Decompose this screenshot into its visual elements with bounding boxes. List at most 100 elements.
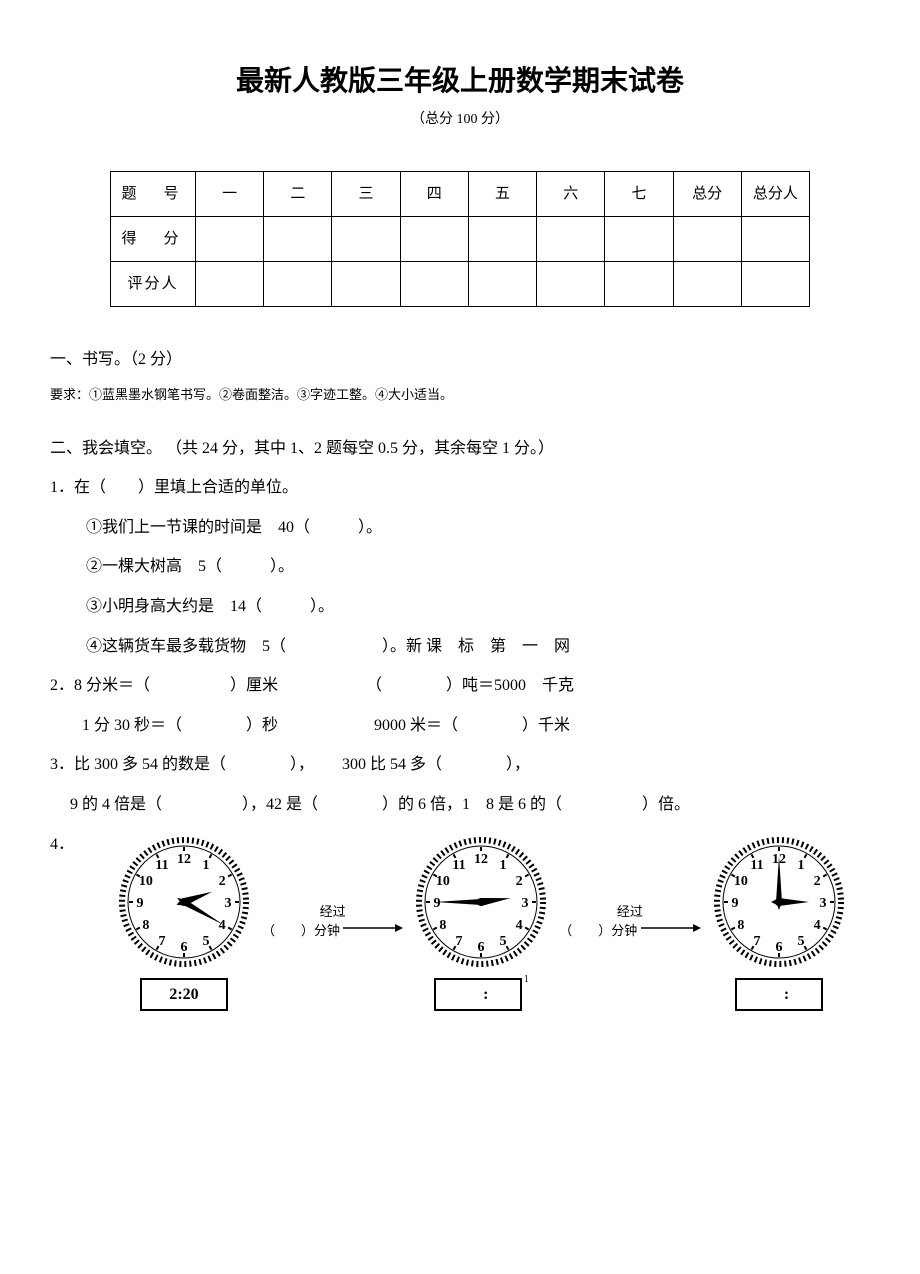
svg-text:1: 1 xyxy=(797,857,804,872)
time-box-1: 2:20 xyxy=(140,978,228,1012)
cell xyxy=(196,217,264,262)
cell xyxy=(468,262,536,307)
cell xyxy=(400,262,468,307)
col-head: 四 xyxy=(400,172,468,217)
svg-text:4: 4 xyxy=(516,918,523,933)
cell xyxy=(332,262,400,307)
table-row: 得 分 xyxy=(111,217,810,262)
svg-text:2: 2 xyxy=(516,874,523,889)
svg-text:8: 8 xyxy=(440,918,447,933)
page-number: 1 xyxy=(524,972,529,988)
svg-text:6: 6 xyxy=(478,940,485,955)
row-label: 得 分 xyxy=(111,217,196,262)
arrow-1-text: 经过 xyxy=(320,904,346,919)
q1-c: ③小明身高大约是 14（ ）。 xyxy=(86,594,870,620)
clocks-row: 123456789101112 2:20 经过 （ ）分钟 1234567891… xyxy=(114,832,849,1012)
svg-text:8: 8 xyxy=(142,918,149,933)
q3-b: 9 的 4 倍是（ ），42 是（ ）的 6 倍，1 8 是 6 的（ ）倍。 xyxy=(50,792,870,818)
q4-label: 4． xyxy=(50,832,74,858)
col-head: 总分 xyxy=(673,172,741,217)
cell xyxy=(264,217,332,262)
svg-text:4: 4 xyxy=(219,918,226,933)
cell xyxy=(468,217,536,262)
svg-text:1: 1 xyxy=(500,857,507,872)
svg-text:5: 5 xyxy=(203,934,210,949)
svg-text:5: 5 xyxy=(500,934,507,949)
q1-a: ①我们上一节课的时间是 40（ ）。 xyxy=(86,515,870,541)
score-table: 题 号 一 二 三 四 五 六 七 总分 总分人 得 分 评分人 xyxy=(110,171,810,307)
q2-a: 2．8 分米＝（ ）厘米 （ ）吨＝5000 千克 xyxy=(50,673,870,699)
cell xyxy=(537,262,605,307)
svg-text:9: 9 xyxy=(731,896,738,911)
arrow-2: 经过 （ ）分钟 xyxy=(559,903,700,940)
svg-text:7: 7 xyxy=(456,934,463,949)
clock-3: 123456789101112 : xyxy=(709,832,849,1012)
svg-text:8: 8 xyxy=(737,918,744,933)
svg-text:5: 5 xyxy=(797,934,804,949)
arrow-icon xyxy=(641,921,701,935)
cell xyxy=(332,217,400,262)
section-1-heading: 一、书写。（2 分） xyxy=(50,347,870,373)
svg-text:11: 11 xyxy=(453,857,466,872)
arrow-1: 经过 （ ）分钟 xyxy=(262,903,403,940)
cell xyxy=(264,262,332,307)
svg-text:3: 3 xyxy=(819,896,826,911)
q3-a: 3．比 300 多 54 的数是（ ）， 300 比 54 多（ ）， xyxy=(50,752,870,778)
svg-text:11: 11 xyxy=(750,857,763,872)
svg-text:6: 6 xyxy=(181,940,188,955)
col-head: 三 xyxy=(332,172,400,217)
svg-text:7: 7 xyxy=(753,934,760,949)
svg-text:10: 10 xyxy=(436,874,450,889)
cell xyxy=(605,217,673,262)
svg-text:1: 1 xyxy=(203,857,210,872)
q1-d: ④这辆货车最多载货物 5（ ）。新 课 标 第 一 网 xyxy=(86,634,870,660)
svg-text:12: 12 xyxy=(177,852,191,867)
cell xyxy=(196,262,264,307)
cell xyxy=(741,217,809,262)
col-head: 六 xyxy=(537,172,605,217)
svg-text:12: 12 xyxy=(474,852,488,867)
clock-icon: 123456789101112 xyxy=(709,832,849,972)
svg-text:6: 6 xyxy=(775,940,782,955)
svg-text:2: 2 xyxy=(219,874,226,889)
clock-icon: 123456789101112 xyxy=(411,832,551,972)
svg-text:3: 3 xyxy=(225,896,232,911)
col-head: 二 xyxy=(264,172,332,217)
arrow-2-text: 经过 xyxy=(617,904,643,919)
clock-1: 123456789101112 2:20 xyxy=(114,832,254,1012)
svg-text:9: 9 xyxy=(434,896,441,911)
cell xyxy=(537,217,605,262)
section-1-req: 要求：①蓝黑墨水钢笔书写。②卷面整洁。③字迹工整。④大小适当。 xyxy=(50,385,870,406)
cell xyxy=(605,262,673,307)
clock-2: 123456789101112 : 1 xyxy=(411,832,551,1012)
q1-stem: 1．在（ ）里填上合适的单位。 xyxy=(50,475,870,501)
col-head: 总分人 xyxy=(741,172,809,217)
clock-icon: 123456789101112 xyxy=(114,832,254,972)
svg-text:3: 3 xyxy=(522,896,529,911)
cell xyxy=(741,262,809,307)
svg-text:10: 10 xyxy=(733,874,747,889)
page-subtitle: （总分 100 分） xyxy=(50,109,870,131)
arrow-icon xyxy=(343,921,403,935)
col-head: 一 xyxy=(196,172,264,217)
arrow-1-blank: （ ）分钟 xyxy=(262,923,340,938)
svg-text:11: 11 xyxy=(155,857,168,872)
col-head: 七 xyxy=(605,172,673,217)
svg-text:2: 2 xyxy=(813,874,820,889)
cell xyxy=(673,262,741,307)
svg-text:9: 9 xyxy=(137,896,144,911)
row-label: 题 号 xyxy=(111,172,196,217)
section-2-heading: 二、我会填空。 （共 24 分，其中 1、2 题每空 0.5 分，其余每空 1 … xyxy=(50,436,870,462)
col-head: 五 xyxy=(468,172,536,217)
svg-text:4: 4 xyxy=(813,918,820,933)
time-box-2: : xyxy=(434,978,522,1012)
table-row: 评分人 xyxy=(111,262,810,307)
q2-b: 1 分 30 秒＝（ ）秒 9000 米＝（ ）千米 xyxy=(50,713,870,739)
cell xyxy=(673,217,741,262)
time-box-3: : xyxy=(735,978,823,1012)
cell xyxy=(400,217,468,262)
svg-text:7: 7 xyxy=(159,934,166,949)
page-title: 最新人教版三年级上册数学期末试卷 xyxy=(50,60,870,105)
table-row: 题 号 一 二 三 四 五 六 七 总分 总分人 xyxy=(111,172,810,217)
q1-b: ②一棵大树高 5（ ）。 xyxy=(86,554,870,580)
